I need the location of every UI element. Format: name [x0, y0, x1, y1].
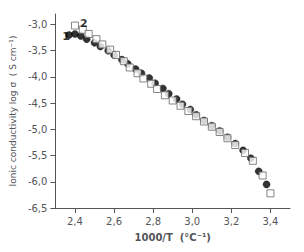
svg-text:-6,0: -6,0: [28, 176, 48, 187]
svg-text:-3,0: -3,0: [28, 19, 48, 30]
svg-text:2,6: 2,6: [106, 216, 122, 227]
svg-text:1: 1: [62, 30, 70, 43]
svg-text:-5,5: -5,5: [28, 150, 48, 161]
svg-text:Ionic conductivity log σ ( S: Ionic conductivity log σ ( S cm⁻¹): [8, 36, 18, 187]
svg-text:-3,5: -3,5: [28, 45, 48, 56]
svg-text:1000/T (°C⁻¹): 1000/T (°C⁻¹): [135, 232, 211, 243]
svg-text:2,8: 2,8: [145, 216, 161, 227]
svg-text:3,4: 3,4: [262, 216, 278, 227]
svg-text:3,2: 3,2: [223, 216, 239, 227]
svg-text:2: 2: [80, 17, 88, 30]
svg-text:-5,0: -5,0: [28, 124, 48, 135]
svg-text:-4,0: -4,0: [28, 71, 48, 82]
svg-text:-6,5: -6,5: [28, 203, 48, 214]
svg-text:3,0: 3,0: [184, 216, 200, 227]
svg-text:-4,5: -4,5: [28, 98, 48, 109]
svg-text:2,4: 2,4: [67, 216, 83, 227]
